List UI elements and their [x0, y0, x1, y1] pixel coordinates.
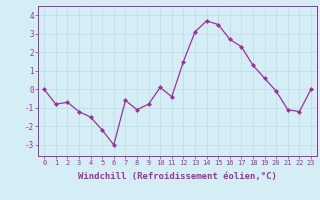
X-axis label: Windchill (Refroidissement éolien,°C): Windchill (Refroidissement éolien,°C) — [78, 172, 277, 181]
